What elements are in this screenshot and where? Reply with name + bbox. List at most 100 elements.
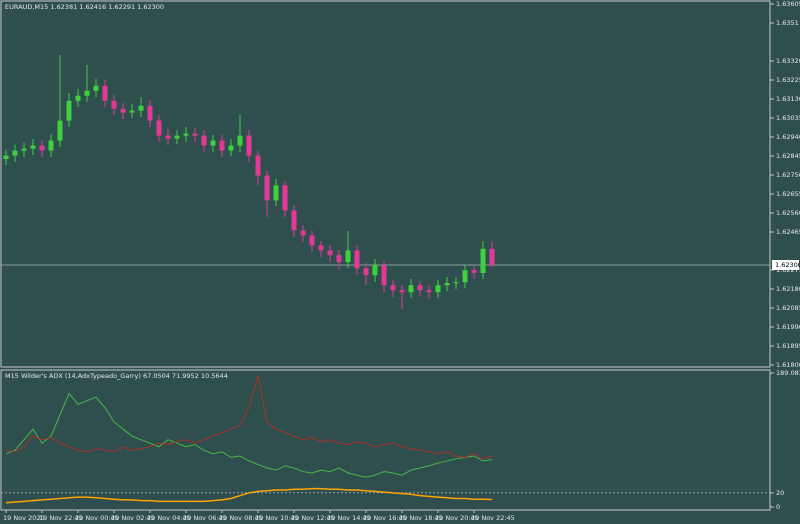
price-frame bbox=[0, 0, 771, 368]
candle-body bbox=[327, 250, 333, 256]
candle-body bbox=[489, 248, 495, 265]
candle-body bbox=[228, 145, 234, 151]
y-tick-label: 1.63605 bbox=[776, 0, 800, 8]
y-tick-label: 1.6351 bbox=[776, 19, 799, 27]
y-tick-label: 1.63320 bbox=[776, 57, 800, 65]
candle-body bbox=[363, 268, 369, 276]
candle-body bbox=[390, 285, 396, 291]
candle-body bbox=[219, 140, 225, 151]
candle-body bbox=[462, 270, 468, 283]
y-tick-label: 1.61990 bbox=[776, 323, 800, 331]
candle-body bbox=[165, 135, 171, 139]
candle-body bbox=[408, 285, 414, 293]
y-tick-label: 1.62560 bbox=[776, 209, 800, 217]
candle-body bbox=[426, 290, 432, 293]
candle-body bbox=[21, 148, 27, 151]
x-tick-label: 20 Nov 16:45 bbox=[363, 514, 407, 522]
x-tick-label: 20 Nov 08:45 bbox=[219, 514, 263, 522]
x-tick-label: 20 Nov 22:45 bbox=[471, 514, 515, 522]
candle-body bbox=[246, 135, 252, 156]
candle-body bbox=[138, 105, 144, 111]
candle-body bbox=[183, 133, 189, 136]
candle-body bbox=[210, 140, 216, 146]
chart-title: EURAUD,M15 1.62381 1.62416 1.62291 1.623… bbox=[5, 3, 164, 11]
candle-body bbox=[318, 245, 324, 251]
y-tick-label: 1.63225 bbox=[776, 76, 800, 84]
candle-body bbox=[372, 265, 378, 276]
candle-body bbox=[471, 270, 477, 273]
y-tick-label: 1.63130 bbox=[776, 95, 800, 103]
y-tick-label: 1.63035 bbox=[776, 114, 800, 122]
candle-body bbox=[147, 105, 153, 121]
candle-body bbox=[435, 285, 441, 293]
candle-body bbox=[84, 90, 90, 96]
candle-body bbox=[3, 155, 9, 159]
y-tick-label: 1.62845 bbox=[776, 152, 800, 160]
x-tick-label: 20 Nov 04:45 bbox=[147, 514, 191, 522]
candle-body bbox=[480, 248, 486, 273]
x-tick-label: 20 Nov 20:45 bbox=[435, 514, 479, 522]
candle-body bbox=[156, 120, 162, 136]
indicator-title: M15 Wilder's ADX (14,AdxTypeado_Garry) 6… bbox=[5, 372, 228, 380]
candle-body bbox=[75, 95, 81, 101]
x-tick-label: 20 Nov 02:45 bbox=[111, 514, 155, 522]
candle-body bbox=[273, 185, 279, 201]
candle-body bbox=[399, 290, 405, 293]
candle-body bbox=[354, 250, 360, 269]
candle-body bbox=[264, 175, 270, 201]
candle-body bbox=[93, 85, 99, 91]
indicator-frame bbox=[0, 369, 771, 511]
candle-body bbox=[57, 120, 63, 141]
candle-body bbox=[444, 283, 450, 286]
candle-body bbox=[291, 210, 297, 231]
y-tick-label: 1.61800 bbox=[776, 361, 800, 369]
candle-body bbox=[237, 135, 243, 146]
candle-body bbox=[282, 185, 288, 211]
candle-body bbox=[345, 250, 351, 263]
y-tick-label: 1.62085 bbox=[776, 304, 800, 312]
y-tick-label: 1.62940 bbox=[776, 133, 800, 141]
candle-body bbox=[174, 135, 180, 139]
indicator-line bbox=[5, 487, 493, 504]
x-tick-label: 20 Nov 10:45 bbox=[255, 514, 299, 522]
candle-body bbox=[102, 85, 108, 101]
x-tick-label: 20 Nov 12:45 bbox=[291, 514, 335, 522]
current-price-box bbox=[772, 260, 799, 270]
x-tick-label: 19 Nov 2020 bbox=[3, 514, 45, 522]
candle-body bbox=[336, 255, 342, 263]
y-tick-label: 20 bbox=[776, 489, 784, 497]
y-tick-label: 0 bbox=[776, 503, 780, 511]
candle-body bbox=[417, 285, 423, 291]
y-tick-label: 1.61895 bbox=[776, 342, 800, 350]
candle-body bbox=[66, 100, 72, 121]
x-tick-label: 20 Nov 00:45 bbox=[75, 514, 119, 522]
candle-body bbox=[255, 155, 261, 176]
candle-body bbox=[300, 230, 306, 236]
candle-body bbox=[48, 140, 54, 151]
candle-body bbox=[192, 133, 198, 136]
y-tick-label: 1.62750 bbox=[776, 171, 800, 179]
x-tick-label: 20 Nov 06:45 bbox=[183, 514, 227, 522]
candle-body bbox=[309, 235, 315, 246]
candle-body bbox=[12, 150, 18, 156]
candle-body bbox=[381, 265, 387, 286]
candle-body bbox=[129, 110, 135, 113]
current-price-label: 1.62300 bbox=[775, 261, 800, 269]
indicator-line bbox=[5, 392, 493, 478]
y-tick-label: 189.0833 bbox=[776, 369, 800, 377]
x-tick-label: 19 Nov 22:45 bbox=[39, 514, 83, 522]
y-tick-label: 1.62180 bbox=[776, 285, 800, 293]
y-tick-label: 1.62465 bbox=[776, 228, 800, 236]
candle-body bbox=[111, 100, 117, 109]
candle-body bbox=[201, 135, 207, 146]
candle-body bbox=[30, 145, 36, 149]
x-tick-label: 20 Nov 18:45 bbox=[399, 514, 443, 522]
candle-body bbox=[39, 145, 45, 151]
indicator-line bbox=[5, 375, 493, 460]
candle-body bbox=[120, 108, 126, 113]
x-tick-label: 20 Nov 14:45 bbox=[327, 514, 371, 522]
y-tick-label: 1.62655 bbox=[776, 190, 800, 198]
candle-body bbox=[453, 282, 459, 284]
